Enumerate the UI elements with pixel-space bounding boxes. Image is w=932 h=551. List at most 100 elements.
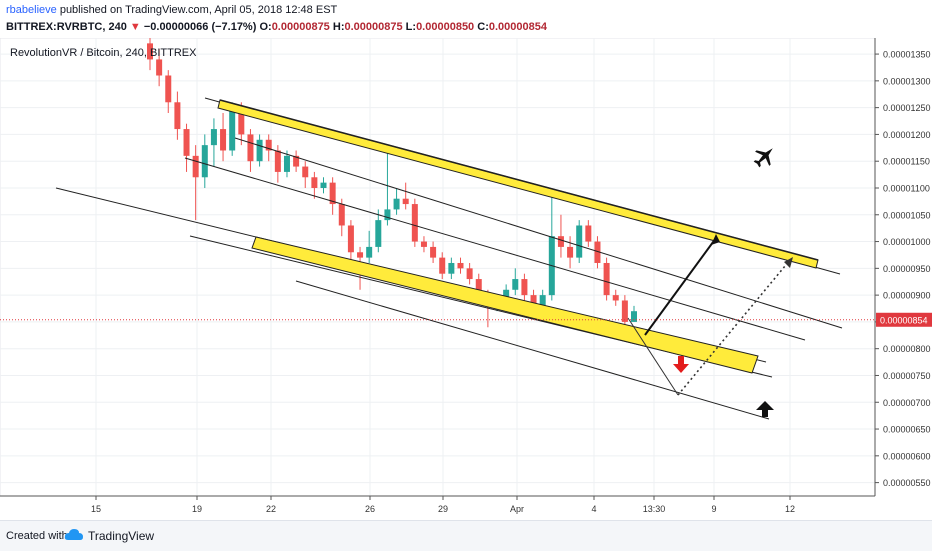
candle-body [503,289,510,301]
y-tick-label: 0.00000600 [883,451,931,461]
chart-legend-title: RevolutionVR / Bitcoin, 240, BITTREX [10,47,197,59]
x-tick-label: 29 [438,504,448,514]
y-tick-label: 0.00000900 [883,291,931,301]
candle-body [612,295,619,301]
candle-body [192,155,199,178]
candles-group [147,38,637,333]
time-axis: 15 19 22 26 29 Apr 4 13:30 9 12 [0,495,875,514]
candle-body [147,43,153,60]
x-tick-label: 13:30 [643,504,666,514]
candle-body [411,204,418,242]
channel-line [184,157,806,341]
x-tick-label: 22 [266,504,276,514]
airplane-icon [753,148,773,168]
x-tick-label: 19 [192,504,202,514]
red-down-arrow-icon [673,356,689,373]
projection-arrow-dotted [677,259,791,396]
candle-body [512,279,519,290]
candle-body [530,295,537,306]
y-tick-label: 0.00001050 [883,210,931,220]
candle-body [384,209,391,221]
candle-body [238,107,245,135]
price-chart[interactable]: 0.00001350 0.00001300 0.00001250 0.00001200… [0,38,932,520]
channel-line [295,280,770,420]
tradingview-brand-link[interactable]: TradingView [88,529,155,543]
candle-body [567,246,574,258]
upper-yellow-channel [217,99,819,269]
candle-body [220,129,227,151]
channel-line [234,137,843,329]
candle-body [302,166,309,178]
y-tick-label: 0.00001000 [883,237,931,247]
y-tick-label: 0.00001200 [883,130,931,140]
symbol-interval: BITTREX:RVRBTC, 240 [6,21,127,33]
candle-body [430,246,437,258]
candle-body [165,75,172,103]
candle-body [183,129,190,156]
change-down-icon: ▼ [129,21,141,33]
candle-body [466,268,473,280]
y-tick-label: 0.00001350 [883,50,931,60]
candle-body [420,241,427,247]
y-tick-label: 0.00000800 [883,344,931,354]
candle-body [448,262,455,274]
candle-body [156,59,163,76]
candle-body [229,107,236,151]
candle-body [311,177,318,188]
candle-body [174,102,181,130]
high-value: 0.00000875 [344,21,403,33]
y-tick-label: 0.00001250 [883,103,931,113]
black-up-arrow-icon [756,401,774,417]
chart-header: rbabelieve published on TradingView.com,… [0,0,932,38]
open-label: O: [259,21,272,33]
x-tick-label: 26 [365,504,375,514]
low-value: 0.00000850 [416,21,475,33]
upper-yellow-edge [219,99,819,261]
last-price-tag [876,312,932,327]
high-label: H: [332,21,345,33]
y-tick-label: 0.00000700 [883,398,931,408]
candle-body [201,145,208,178]
candle-body [475,279,482,296]
x-tick-label: Apr [510,504,524,514]
candle-body [256,139,263,162]
candle-body [631,311,637,322]
candle-body [283,155,290,172]
plot-frame [0,38,876,497]
price-change: −0.00000066 (−7.17%) [143,21,257,33]
candle-body [585,225,592,242]
x-tick-label: 4 [591,504,596,514]
candle-body [265,139,272,151]
candle-body [329,182,336,205]
candle-body [576,225,583,258]
candle-body [457,262,464,269]
candle-body [603,262,610,296]
price-axis: 0.00001350 0.00001300 0.00001250 0.00001200… [874,38,932,496]
candle-body [247,134,254,162]
ohlc-line: BITTREX:RVRBTC, 240 ▼ −0.00000066 (−7.17… [6,21,547,33]
y-tick-label: 0.00001100 [883,183,930,193]
lower-yellow-channel [251,236,759,374]
candle-body [274,150,281,172]
candle-body [521,279,528,296]
y-tick-label: 0.00000950 [883,264,931,274]
candle-body [557,236,564,247]
candle-body [393,198,400,210]
candle-body [366,246,373,258]
footer-bar: Created with TradingView [0,520,932,551]
candle-body [594,241,601,263]
candle-body [347,225,354,253]
candle-body [621,300,628,322]
x-tick-label: 9 [711,504,716,514]
drawings-group [55,97,843,420]
x-tick-label: 12 [785,504,795,514]
created-with-text: Created with [6,530,68,542]
y-tick-label: 0.00001300 [883,76,931,86]
arrow-head-solid [711,234,720,245]
candle-body [357,252,364,258]
candle-body [439,257,446,274]
last-price-label: 0.00000854 [880,315,928,325]
author-link[interactable]: rbabelieve [6,4,57,16]
publish-line: rbabelieve published on TradingView.com,… [6,4,337,16]
candle-body [539,295,546,306]
